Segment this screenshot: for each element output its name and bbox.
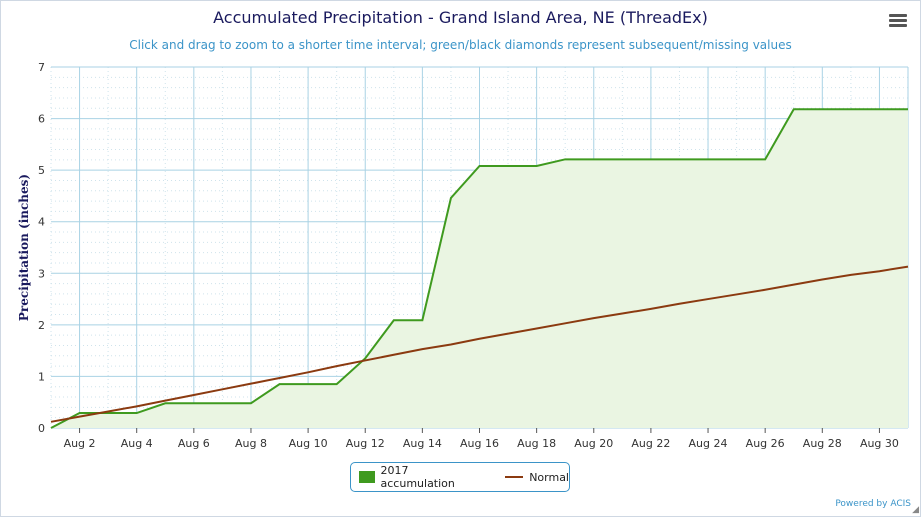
data-point-normal[interactable] [305, 369, 311, 375]
data-point-normal[interactable] [391, 352, 397, 358]
data-point-accumulation[interactable] [905, 106, 911, 112]
data-point-normal[interactable] [48, 419, 54, 425]
series-line-normal[interactable] [50, 265, 909, 423]
legend-item-normal[interactable]: Normal [483, 471, 569, 484]
x-tick-label: Aug 12 [346, 437, 385, 450]
data-point-normal[interactable] [419, 346, 425, 352]
data-point-normal[interactable] [334, 363, 340, 369]
y-tick-label: 1 [38, 370, 45, 383]
x-tick-label: Aug 30 [860, 437, 899, 450]
data-point-accumulation[interactable] [505, 163, 511, 169]
data-point-accumulation[interactable] [819, 106, 825, 112]
hamburger-menu-icon[interactable] [889, 14, 907, 28]
chart-legend: 2017 accumulation Normal [350, 462, 570, 492]
x-tick-label: Aug 26 [746, 437, 785, 450]
x-tick-label: Aug 6 [178, 437, 210, 450]
data-point-normal[interactable] [848, 272, 854, 278]
data-point-normal[interactable] [876, 268, 882, 274]
y-tick-label: 7 [38, 61, 45, 74]
data-point-normal[interactable] [676, 301, 682, 307]
data-point-accumulation[interactable] [477, 163, 483, 169]
x-tick-label: Aug 10 [289, 437, 328, 450]
legend-swatch-accumulation [359, 471, 375, 483]
data-point-normal[interactable] [362, 357, 368, 363]
data-point-accumulation[interactable] [562, 156, 568, 162]
series-line-accumulation[interactable] [50, 108, 908, 429]
x-tick-label: Aug 18 [517, 437, 556, 450]
data-point-accumulation[interactable] [591, 156, 597, 162]
data-point-accumulation[interactable] [676, 156, 682, 162]
chart-subtitle: Click and drag to zoom to a shorter time… [129, 38, 792, 52]
data-point-normal[interactable] [819, 276, 825, 282]
x-tick-label: Aug 16 [460, 437, 499, 450]
data-point-accumulation[interactable] [219, 400, 225, 406]
y-tick-label: 4 [38, 216, 45, 229]
x-tick-label: Aug 8 [235, 437, 267, 450]
data-point-normal[interactable] [277, 375, 283, 381]
credit-link[interactable]: Powered by ACIS [835, 499, 911, 509]
data-point-normal[interactable] [505, 331, 511, 337]
data-point-normal[interactable] [619, 311, 625, 317]
data-point-accumulation[interactable] [334, 381, 340, 387]
data-point-normal[interactable] [448, 341, 454, 347]
data-point-accumulation[interactable] [762, 156, 768, 162]
y-tick-label: 2 [38, 319, 45, 332]
data-point-normal[interactable] [248, 381, 254, 387]
data-point-accumulation[interactable] [191, 400, 197, 406]
legend-swatch-normal [505, 476, 524, 478]
x-tick-label: Aug 2 [64, 437, 96, 450]
y-tick-label: 6 [38, 113, 45, 126]
data-point-accumulation[interactable] [277, 381, 283, 387]
data-point-normal[interactable] [162, 398, 168, 404]
data-point-accumulation[interactable] [791, 106, 797, 112]
legend-label-accumulation: 2017 accumulation [380, 464, 455, 490]
data-point-accumulation[interactable] [534, 163, 540, 169]
data-point-accumulation[interactable] [305, 381, 311, 387]
y-tick-label: 3 [38, 267, 45, 280]
legend-item-accumulation[interactable]: 2017 accumulation [351, 464, 483, 490]
data-point-normal[interactable] [734, 291, 740, 297]
data-point-accumulation[interactable] [876, 106, 882, 112]
data-point-accumulation[interactable] [391, 317, 397, 323]
resize-handle-icon[interactable]: ◢ [912, 505, 919, 515]
series-area-accumulation [51, 109, 908, 428]
data-point-accumulation[interactable] [134, 410, 140, 416]
data-point-normal[interactable] [591, 315, 597, 321]
data-point-accumulation[interactable] [648, 156, 654, 162]
data-point-normal[interactable] [534, 325, 540, 331]
data-point-accumulation[interactable] [248, 400, 254, 406]
chart-title: Accumulated Precipitation - Grand Island… [213, 8, 708, 27]
data-point-normal[interactable] [134, 403, 140, 409]
x-tick-label: Aug 4 [121, 437, 153, 450]
data-point-accumulation[interactable] [419, 317, 425, 323]
x-tick-label: Aug 20 [574, 437, 613, 450]
data-point-normal[interactable] [219, 386, 225, 392]
y-axis-label: Precipitation (inches) [17, 174, 31, 321]
x-tick-label: Aug 24 [689, 437, 728, 450]
data-point-accumulation[interactable] [448, 195, 454, 201]
data-point-accumulation[interactable] [619, 156, 625, 162]
data-point-normal[interactable] [905, 264, 911, 270]
data-point-normal[interactable] [191, 392, 197, 398]
data-point-normal[interactable] [562, 320, 568, 326]
legend-label-normal: Normal [529, 470, 569, 484]
data-point-normal[interactable] [477, 336, 483, 342]
data-point-normal[interactable] [648, 306, 654, 312]
x-tick-label: Aug 22 [631, 437, 670, 450]
data-point-normal[interactable] [762, 287, 768, 293]
data-point-normal[interactable] [77, 414, 83, 420]
data-point-normal[interactable] [105, 408, 111, 414]
data-point-accumulation[interactable] [705, 156, 711, 162]
data-point-accumulation[interactable] [48, 425, 54, 431]
data-point-accumulation[interactable] [848, 106, 854, 112]
data-point-normal[interactable] [791, 282, 797, 288]
data-point-normal[interactable] [705, 296, 711, 302]
x-tick-label: Aug 28 [803, 437, 842, 450]
y-tick-label: 0 [38, 422, 45, 435]
data-point-accumulation[interactable] [734, 156, 740, 162]
y-tick-label: 5 [38, 164, 45, 177]
x-tick-label: Aug 14 [403, 437, 442, 450]
